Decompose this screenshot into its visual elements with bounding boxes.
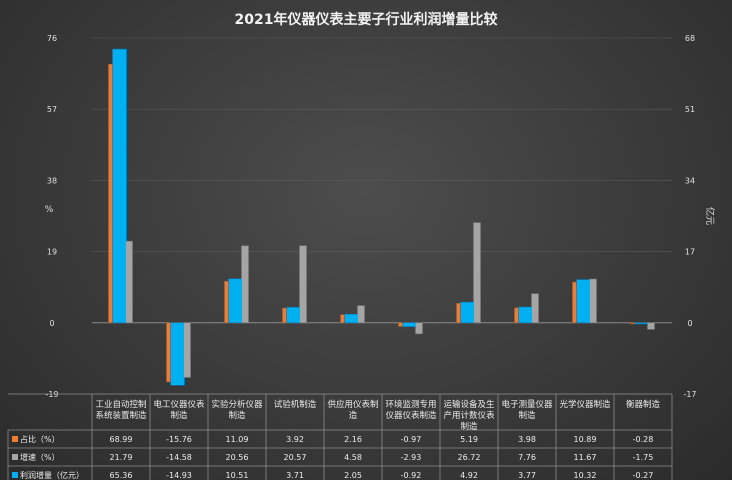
table-value: -0.97 bbox=[401, 435, 422, 444]
bar bbox=[171, 323, 185, 386]
left-tick-label: -19 bbox=[45, 390, 58, 399]
table-value: -15.76 bbox=[166, 435, 192, 444]
table-value: 3.71 bbox=[286, 471, 304, 480]
bar bbox=[358, 306, 365, 323]
table-value: 68.99 bbox=[110, 435, 133, 444]
category-label: 造 bbox=[349, 410, 358, 421]
right-tick-label: 68 bbox=[685, 34, 695, 43]
table-value: 3.77 bbox=[518, 471, 536, 480]
category-label: 工业自动控制 bbox=[95, 399, 146, 410]
legend-key bbox=[12, 454, 18, 460]
table-value: 7.76 bbox=[518, 453, 536, 462]
right-axis-title: 亿元 bbox=[704, 207, 716, 225]
bar bbox=[229, 279, 243, 323]
left-axis-title: % bbox=[45, 205, 54, 215]
category-label: 环境监测专用 bbox=[385, 399, 436, 410]
table-value: -1.75 bbox=[633, 453, 654, 462]
table-value: 2.05 bbox=[344, 471, 362, 480]
table-value: 3.98 bbox=[518, 435, 536, 444]
bar bbox=[416, 323, 423, 334]
table-value: 20.56 bbox=[226, 453, 249, 462]
right-tick-label: 34 bbox=[685, 176, 695, 185]
table-value: 5.19 bbox=[460, 435, 478, 444]
bar bbox=[532, 294, 539, 323]
table-value: 3.92 bbox=[286, 435, 304, 444]
right-tick-label: 17 bbox=[685, 248, 695, 257]
bar bbox=[287, 307, 301, 323]
bar bbox=[126, 241, 133, 323]
table-value: -0.27 bbox=[633, 471, 654, 480]
category-label: 实验分析仪器 bbox=[211, 399, 263, 410]
table-value: 4.58 bbox=[344, 453, 362, 462]
legend-label: 利润增量（亿元） bbox=[20, 470, 84, 480]
left-tick-label: 38 bbox=[47, 176, 57, 185]
bar bbox=[635, 323, 649, 324]
category-label: 制造 bbox=[460, 421, 478, 432]
category-label: 衡器制造 bbox=[626, 399, 661, 410]
right-tick-label: -17 bbox=[683, 390, 696, 399]
legend-key bbox=[12, 472, 18, 478]
left-tick-label: 57 bbox=[47, 105, 57, 114]
category-label: 运输设备及生 bbox=[443, 399, 495, 410]
category-label: 制造 bbox=[518, 410, 536, 421]
bar bbox=[403, 323, 417, 327]
table-value: 2.16 bbox=[344, 435, 362, 444]
category-label: 供应用仪表制 bbox=[327, 399, 378, 410]
category-label: 产用计数仪表 bbox=[443, 410, 495, 421]
table-value: -2.93 bbox=[401, 453, 422, 462]
right-tick-label: 0 bbox=[687, 319, 692, 328]
table-value: 20.57 bbox=[284, 453, 307, 462]
bars bbox=[109, 49, 655, 385]
bar bbox=[345, 314, 359, 323]
bar bbox=[461, 302, 475, 323]
category-label: 试验机制造 bbox=[274, 399, 317, 410]
table-value: 10.89 bbox=[574, 435, 597, 444]
table-value: 11.09 bbox=[226, 435, 249, 444]
table-value: 10.51 bbox=[226, 471, 249, 480]
bar bbox=[242, 246, 249, 323]
bar bbox=[590, 279, 597, 323]
legend-key bbox=[12, 436, 18, 442]
bar bbox=[474, 223, 481, 323]
bar bbox=[184, 323, 191, 378]
table-value: 11.67 bbox=[574, 453, 597, 462]
category-label: 仪器仪表制造 bbox=[385, 410, 437, 421]
bar bbox=[577, 280, 591, 323]
bar bbox=[113, 49, 127, 323]
bar bbox=[648, 323, 655, 330]
left-tick-label: 0 bbox=[49, 319, 54, 328]
category-label: 光学仪器制造 bbox=[559, 399, 611, 410]
category-label: 制造 bbox=[170, 410, 188, 421]
legend-label: 增速（%） bbox=[20, 452, 60, 462]
category-label: 电子测量仪器 bbox=[501, 399, 553, 410]
table-value: -0.92 bbox=[401, 471, 422, 480]
table-value: 21.79 bbox=[110, 453, 133, 462]
table-value: 65.36 bbox=[110, 471, 133, 480]
left-tick-label: 19 bbox=[47, 248, 57, 257]
category-label: 系统装置制造 bbox=[95, 410, 147, 421]
legend-label: 占比（%） bbox=[20, 434, 60, 444]
axis-ticks: -19 -17 0 0 19 17 38 34 57 51 76 68 bbox=[45, 34, 696, 399]
table-value: -14.93 bbox=[166, 471, 192, 480]
table-value: -14.58 bbox=[166, 453, 192, 462]
chart-title: 2021年仪器仪表主要子行业利润增量比较 bbox=[235, 11, 498, 28]
category-label: 制造 bbox=[228, 410, 246, 421]
bar bbox=[519, 307, 533, 323]
right-tick-label: 51 bbox=[685, 105, 695, 114]
table-value: 26.72 bbox=[458, 453, 481, 462]
left-tick-label: 76 bbox=[47, 34, 57, 43]
table-value: 4.92 bbox=[460, 471, 478, 480]
table-value: 10.32 bbox=[574, 471, 597, 480]
category-label: 电工仪器仪表 bbox=[153, 399, 205, 410]
bar bbox=[300, 246, 307, 323]
table-value: -0.28 bbox=[633, 435, 654, 444]
